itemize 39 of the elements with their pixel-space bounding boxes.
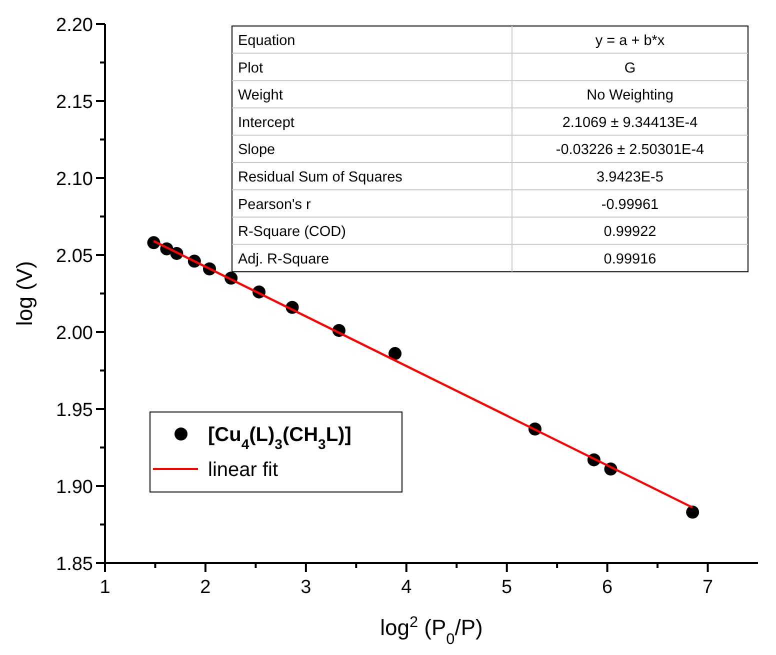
- legend-label: linear fit: [208, 459, 278, 481]
- annotation: Equation: [238, 33, 296, 49]
- annotation: Adj. R-Square: [238, 251, 330, 268]
- annotation: Intercept: [238, 114, 294, 131]
- y-axis-title: log (V): [12, 261, 37, 326]
- y-tick-label: 1.90: [56, 477, 93, 498]
- annotation: G: [624, 60, 636, 76]
- annotation: -0.03226 ± 2.50301E-4: [556, 142, 704, 158]
- point: [388, 347, 402, 360]
- annotation: Pearson's r: [238, 196, 312, 213]
- x-tick-label: 4: [401, 577, 412, 598]
- x-tick-label: 5: [502, 577, 512, 598]
- annotation: R-Square (COD): [238, 224, 346, 240]
- y-tick-label: 2.20: [56, 15, 93, 36]
- y-tick-label: 2.15: [56, 92, 93, 113]
- x-axis-title: log$^{2}$ (P$_{0}$/P): [380, 614, 483, 648]
- annotation: Weight: [238, 88, 283, 104]
- annotation: 3.9423E-5: [596, 170, 664, 186]
- annotation: Plot: [238, 60, 263, 76]
- annotation: No Weighting: [586, 88, 674, 104]
- x-tick-label: 6: [602, 577, 613, 598]
- x-tick-label: 1: [100, 577, 110, 598]
- x-tick-label: 2: [200, 577, 211, 598]
- annotation: 0.99922: [604, 224, 656, 240]
- annotation: y = a + b*x: [595, 33, 666, 49]
- y-tick-label: 2.00: [56, 323, 93, 344]
- y-tick-label: 2.10: [56, 169, 93, 190]
- x-tick-label: 7: [702, 577, 714, 598]
- annotation: Slope: [238, 142, 276, 158]
- legend-label: [Cu$_{4}$(L)$_{3}$(CH$_{3}$L)]: [208, 424, 352, 452]
- y-tick-label: 2.05: [56, 246, 93, 267]
- y-tick-label: 1.85: [56, 554, 93, 575]
- annotation: 2.1069 ± 9.34413E-4: [562, 114, 698, 131]
- x-tick-label: 3: [300, 577, 312, 598]
- y-tick-label: 1.95: [56, 400, 93, 421]
- annotation: Residual Sum of Squares: [238, 170, 402, 186]
- point: [686, 506, 700, 519]
- annotation: 0.99916: [604, 251, 656, 268]
- annotation: -0.99961: [601, 196, 659, 213]
